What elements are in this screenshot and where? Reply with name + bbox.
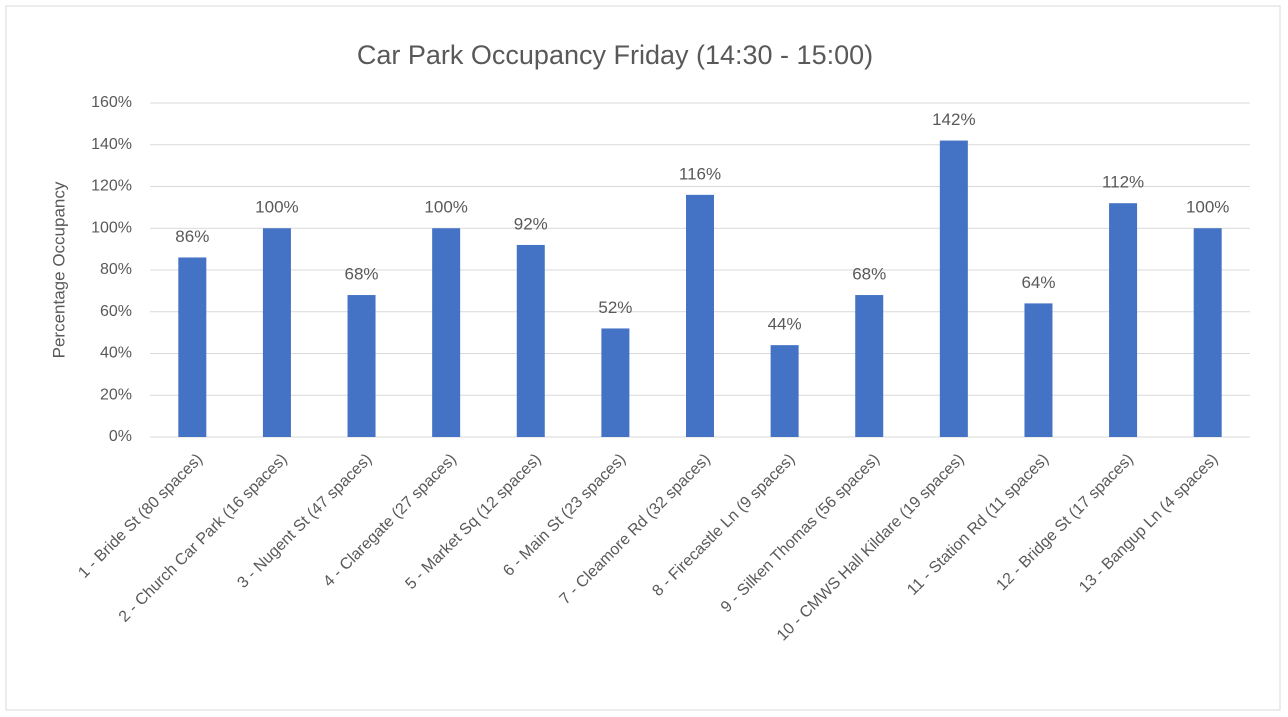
value-label: 44% bbox=[768, 315, 802, 334]
bar bbox=[262, 228, 291, 437]
value-label: 68% bbox=[345, 265, 379, 284]
y-tick-label: 80% bbox=[100, 261, 132, 278]
bar bbox=[601, 328, 630, 437]
y-tick-label: 40% bbox=[100, 345, 132, 362]
bar bbox=[770, 345, 799, 437]
chart-frame bbox=[5, 5, 1281, 711]
bar bbox=[855, 295, 884, 437]
value-label: 52% bbox=[598, 298, 632, 317]
value-label: 86% bbox=[175, 227, 209, 246]
value-label: 100% bbox=[424, 198, 467, 217]
y-tick-label: 0% bbox=[109, 428, 132, 445]
y-axis-label: Percentage Occupancy bbox=[49, 181, 68, 358]
bar bbox=[1109, 203, 1138, 437]
bar bbox=[432, 228, 461, 437]
y-tick-label: 140% bbox=[91, 136, 132, 153]
y-tick-label: 160% bbox=[91, 94, 132, 111]
value-label: 112% bbox=[1102, 173, 1144, 192]
value-label: 116% bbox=[679, 164, 721, 183]
bar bbox=[1193, 228, 1222, 437]
bar bbox=[178, 257, 207, 437]
bar bbox=[347, 295, 376, 437]
bar bbox=[516, 244, 545, 437]
value-label: 142% bbox=[932, 110, 975, 129]
bar bbox=[1024, 303, 1053, 437]
value-label: 92% bbox=[514, 214, 548, 233]
y-tick-label: 100% bbox=[91, 219, 132, 236]
chart-title: Car Park Occupancy Friday (14:30 - 15:00… bbox=[357, 40, 873, 70]
bar bbox=[939, 140, 968, 437]
bar bbox=[686, 194, 714, 437]
value-label: 100% bbox=[1186, 198, 1229, 217]
value-label: 64% bbox=[1021, 273, 1055, 292]
y-tick-label: 20% bbox=[100, 386, 132, 403]
y-tick-label: 60% bbox=[100, 303, 132, 320]
value-label: 68% bbox=[852, 265, 886, 284]
value-label: 100% bbox=[255, 198, 298, 217]
y-tick-label: 120% bbox=[91, 178, 132, 195]
